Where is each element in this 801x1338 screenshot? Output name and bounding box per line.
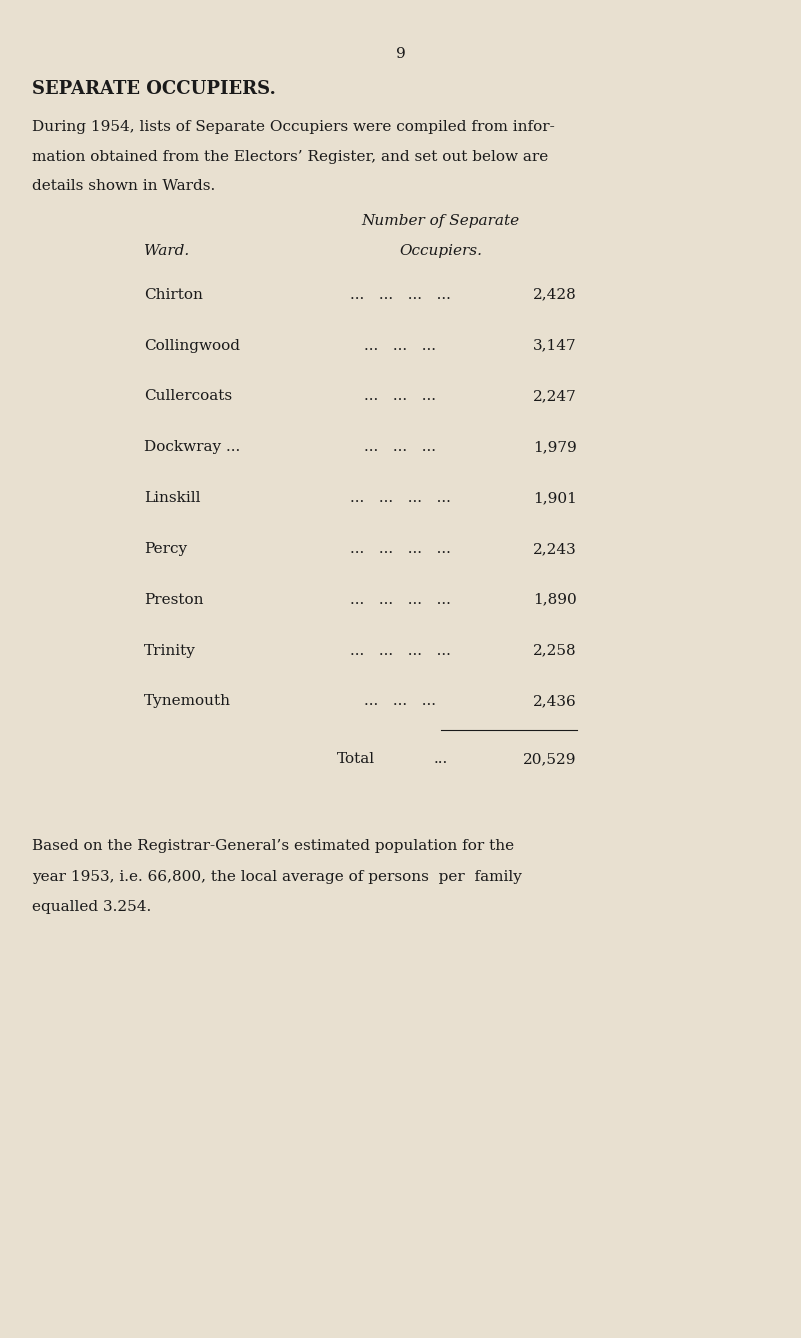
Text: ...   ...   ...   ...: ... ... ... ... — [350, 288, 451, 301]
Text: Occupiers.: Occupiers. — [399, 244, 482, 257]
Text: Preston: Preston — [144, 593, 203, 606]
Text: During 1954, lists of Separate Occupiers were compiled from infor-: During 1954, lists of Separate Occupiers… — [32, 120, 555, 134]
Text: ...   ...   ...   ...: ... ... ... ... — [350, 593, 451, 606]
Text: ...   ...   ...: ... ... ... — [364, 389, 437, 403]
Text: ...   ...   ...: ... ... ... — [364, 440, 437, 454]
Text: 20,529: 20,529 — [523, 752, 577, 765]
Text: ...   ...   ...   ...: ... ... ... ... — [350, 542, 451, 555]
Text: 2,436: 2,436 — [533, 694, 577, 708]
Text: ...   ...   ...   ...: ... ... ... ... — [350, 491, 451, 504]
Text: Tynemouth: Tynemouth — [144, 694, 231, 708]
Text: Based on the Registrar-General’s estimated population for the: Based on the Registrar-General’s estimat… — [32, 839, 514, 852]
Text: Percy: Percy — [144, 542, 187, 555]
Text: ...   ...   ...: ... ... ... — [364, 694, 437, 708]
Text: 1,979: 1,979 — [533, 440, 577, 454]
Text: Chirton: Chirton — [144, 288, 203, 301]
Text: ...   ...   ...: ... ... ... — [364, 339, 437, 352]
Text: SEPARATE OCCUPIERS.: SEPARATE OCCUPIERS. — [32, 80, 276, 98]
Text: details shown in Wards.: details shown in Wards. — [32, 179, 215, 193]
Text: Trinity: Trinity — [144, 644, 196, 657]
Text: 2,247: 2,247 — [533, 389, 577, 403]
Text: ...: ... — [433, 752, 448, 765]
Text: 2,243: 2,243 — [533, 542, 577, 555]
Text: Cullercoats: Cullercoats — [144, 389, 232, 403]
Text: 2,428: 2,428 — [533, 288, 577, 301]
Text: Collingwood: Collingwood — [144, 339, 240, 352]
Text: year 1953, i.e. 66,800, the local average of persons  per  family: year 1953, i.e. 66,800, the local averag… — [32, 870, 522, 883]
Text: 1,890: 1,890 — [533, 593, 577, 606]
Text: Total: Total — [336, 752, 375, 765]
Text: ...   ...   ...   ...: ... ... ... ... — [350, 644, 451, 657]
Text: Dockwray ...: Dockwray ... — [144, 440, 240, 454]
Text: 1,901: 1,901 — [533, 491, 577, 504]
Text: mation obtained from the Electors’ Register, and set out below are: mation obtained from the Electors’ Regis… — [32, 150, 549, 163]
Text: Number of Separate: Number of Separate — [361, 214, 520, 227]
Text: Ward.: Ward. — [144, 244, 189, 257]
Text: 2,258: 2,258 — [533, 644, 577, 657]
Text: equalled 3.254.: equalled 3.254. — [32, 900, 151, 914]
Text: 3,147: 3,147 — [533, 339, 577, 352]
Text: Linskill: Linskill — [144, 491, 201, 504]
Text: 9: 9 — [396, 47, 405, 60]
